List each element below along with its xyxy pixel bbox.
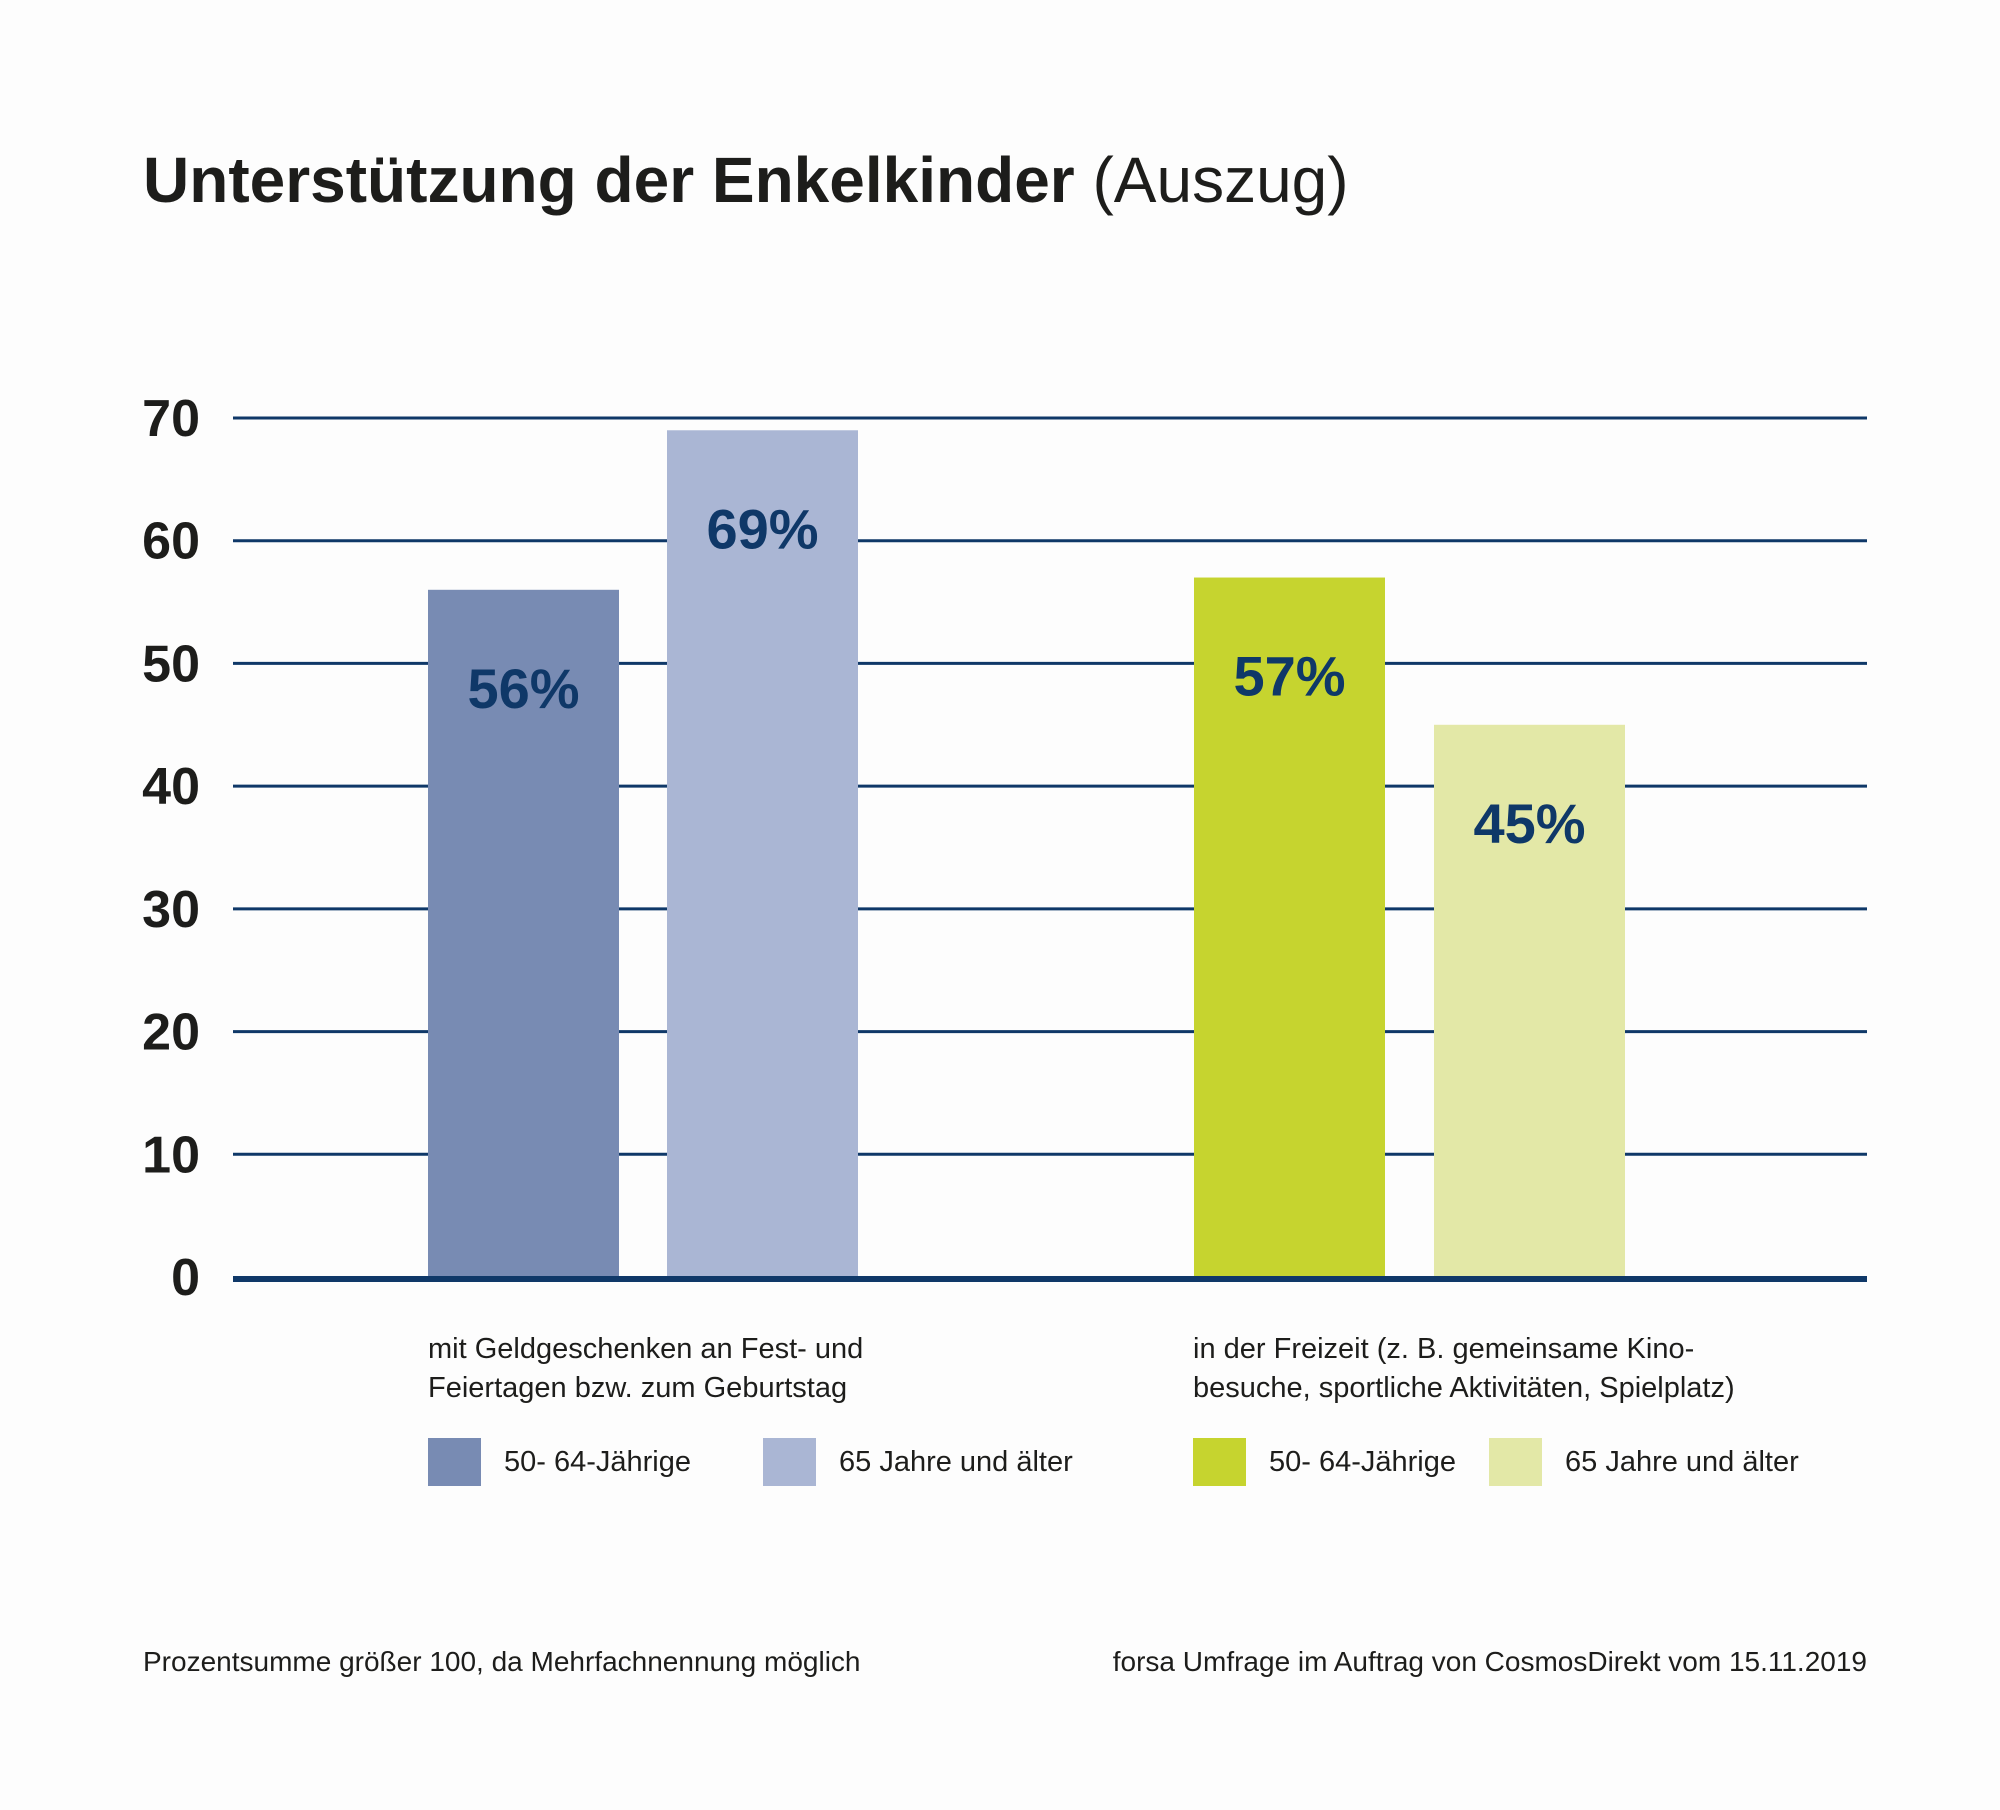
y-tick-label: 60 [142, 513, 200, 571]
legend-label: 65 Jahre und älter [1565, 1445, 1799, 1478]
bar-value-labels: 56% 69% 57% 45% [467, 497, 1585, 855]
y-tick-labels: 0 10 20 30 40 50 60 70 [142, 390, 200, 1307]
legend-swatch [1489, 1438, 1542, 1486]
bar [1434, 724, 1625, 1277]
bar-value-label: 45% [1473, 792, 1585, 855]
y-tick-label: 40 [142, 758, 200, 816]
legend-label: 65 Jahre und älter [839, 1445, 1073, 1478]
legend-swatch [428, 1438, 481, 1486]
legend-label: 50- 64-Jährige [504, 1445, 691, 1478]
y-tick-label: 0 [171, 1249, 200, 1307]
bar-value-label: 56% [467, 657, 579, 720]
y-tick-label: 10 [142, 1126, 200, 1184]
category-label-geldgeschenke: mit Geldgeschenken an Fest- und Feiertage… [428, 1330, 863, 1408]
category-label-line: besuche, sportliche Aktivitäten, Spielpl… [1193, 1372, 1735, 1404]
legend-item-geld-50-64: 50- 64-Jährige [428, 1438, 691, 1486]
legend-swatch [1193, 1438, 1246, 1486]
legend-label: 50- 64-Jährige [1269, 1445, 1456, 1478]
bar-value-label: 57% [1233, 645, 1345, 708]
bars [428, 430, 1625, 1277]
footnote-left: Prozentsumme größer 100, da Mehrfachnenn… [143, 1646, 861, 1677]
bar [428, 589, 619, 1277]
y-tick-label: 30 [142, 881, 200, 939]
category-label-line: Feiertagen bzw. zum Geburtstag [428, 1372, 848, 1404]
legend-item-freizeit-50-64: 50- 64-Jährige [1193, 1438, 1456, 1486]
category-label-line: in der Freizeit (z. B. gemeinsame Kino- [1193, 1333, 1695, 1365]
legend-swatch [763, 1438, 816, 1486]
legend-item-freizeit-65plus: 65 Jahre und älter [1489, 1438, 1799, 1486]
bar [667, 430, 858, 1277]
legend-item-geld-65plus: 65 Jahre und älter [763, 1438, 1073, 1486]
bar-value-label: 69% [706, 497, 818, 560]
bar [1194, 577, 1385, 1277]
chart-title-main: Unterstützung der Enkelkinder [143, 144, 1075, 216]
y-tick-label: 50 [142, 635, 200, 693]
chart-title-suffix: (Auszug) [1092, 144, 1349, 216]
footnote-source: forsa Umfrage im Auftrag von CosmosDirek… [1112, 1646, 1867, 1677]
y-tick-label: 70 [142, 390, 200, 448]
category-label-line: mit Geldgeschenken an Fest- und [428, 1333, 864, 1365]
category-label-freizeit: in der Freizeit (z. B. gemeinsame Kino-b… [1193, 1330, 1735, 1408]
y-tick-label: 20 [142, 1004, 200, 1062]
chart-title: Unterstützung der Enkelkinder (Auszug) [143, 140, 1349, 220]
